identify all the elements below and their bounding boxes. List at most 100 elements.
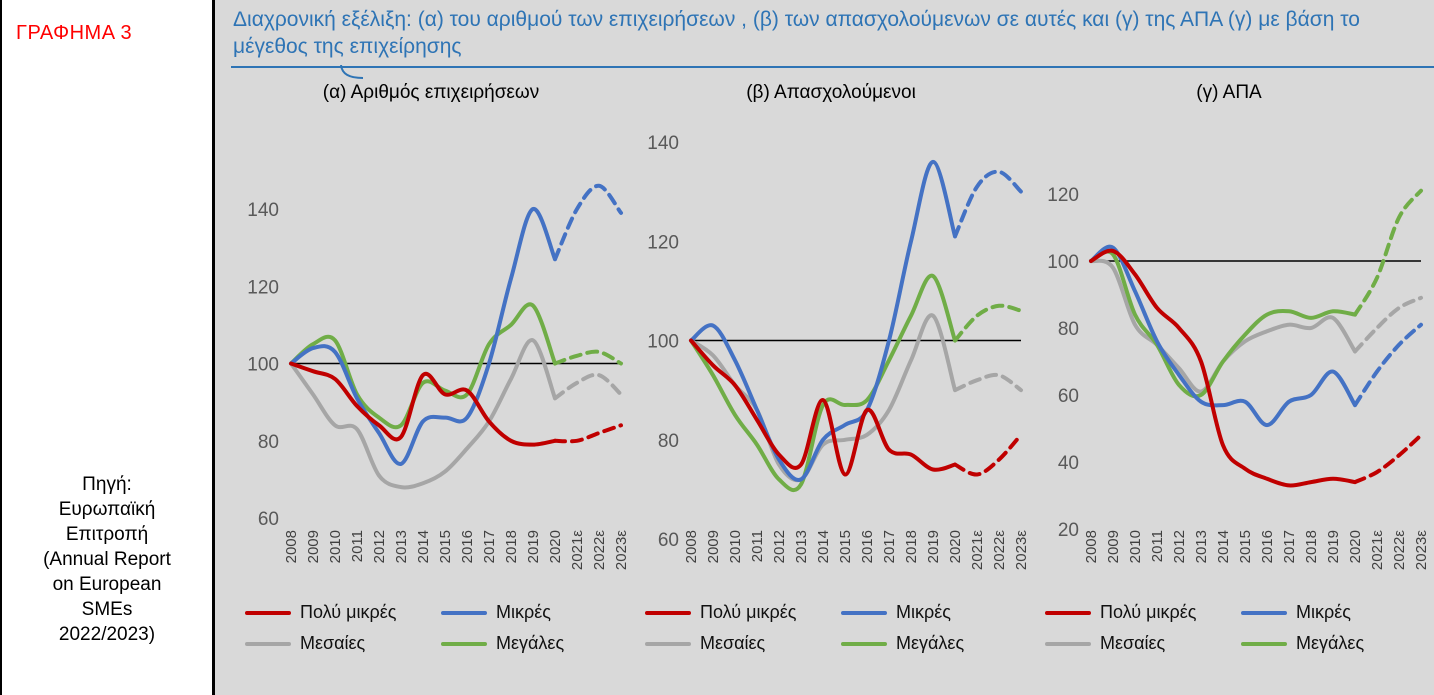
series-line-dashed-0 [953, 432, 1023, 477]
legend-item: Πολύ μικρές [245, 602, 441, 623]
x-axis-tick-label: 2013 [393, 530, 410, 563]
x-axis-tick-label: 2015 [837, 530, 854, 563]
chart-header: Διαχρονική εξέλιξη: (α) του αριθμού των … [231, 0, 1434, 79]
chart-canvas-gva: 20 40 60 80 100 120 2008 2009 2010 2011 2012 2013 20… [1047, 185, 1429, 570]
legend-label: Μικρές [896, 602, 951, 622]
series-line-dashed-3 [553, 349, 623, 366]
x-axis-tick-label: 2008 [683, 530, 700, 563]
legend-swatch [645, 641, 691, 646]
title-underline-notch [340, 65, 364, 79]
chart-title: (γ) ΑΠΑ [1196, 82, 1262, 103]
legend-item: Μεσαίες [1045, 633, 1241, 654]
x-axis-tick-label: 2022ε [591, 530, 608, 570]
legend-item: Πολύ μικρές [1045, 602, 1241, 623]
x-axis-tick-label: 2009 [1105, 530, 1122, 563]
x-axis-tick-label: 2010 [327, 530, 344, 563]
x-axis-tick-label: 2015 [1237, 530, 1254, 563]
x-axis-tick-label: 2021ε [969, 530, 986, 570]
x-axis-tick-label: 2021ε [569, 530, 586, 570]
y-axis-tick-label: 60 [258, 509, 279, 530]
chart-panel: Διαχρονική εξέλιξη: (α) του αριθμού των … [215, 0, 1434, 695]
series-line-dashed-2 [953, 372, 1023, 393]
x-axis-tick-label: 2018 [503, 530, 520, 563]
series-line-3 [689, 273, 957, 493]
legend-swatch [245, 641, 291, 646]
y-axis-tick-label: 40 [1058, 453, 1079, 474]
series-line-dashed-2 [1353, 295, 1423, 354]
legend-label: Μεσαίες [300, 633, 366, 653]
x-axis-tick-label: 2023ε [613, 530, 629, 570]
legend-swatch [645, 610, 691, 615]
x-axis-tick-label: 2017 [881, 530, 898, 563]
x-axis-tick-label: 2023ε [1013, 530, 1029, 570]
legend-label: Μεγάλες [1296, 633, 1365, 653]
x-axis-tick-label: 2009 [305, 530, 322, 563]
series-line-1 [289, 206, 557, 466]
x-axis-tick-label: 2011 [749, 530, 766, 562]
legend-item: Μεγάλες [1241, 633, 1421, 654]
chart-employed: (β) Απασχολούμενοι 60 80 100 120 140 2008 2009… [631, 68, 1031, 654]
legend-item: Μεσαίες [645, 633, 841, 654]
legend-swatch [841, 641, 887, 646]
series-line-3 [289, 302, 557, 430]
chart-gva: (γ) ΑΠΑ 20 40 60 80 100 120 2008 2009 2010 2011 20… [1031, 68, 1429, 654]
chart-title: (α) Αριθμός επιχειρήσεων [322, 82, 540, 103]
series-line-dashed-0 [553, 423, 623, 444]
legend-swatch [441, 641, 487, 646]
x-axis-tick-label: 2012 [1171, 530, 1188, 563]
x-axis-tick-label: 2020 [1347, 530, 1364, 563]
series-line-dashed-2 [553, 372, 623, 401]
x-axis-tick-label: 2010 [1127, 530, 1144, 563]
legend: Πολύ μικρές Μικρές Μεσαίες Μεγάλες [245, 602, 631, 654]
x-axis-tick-label: 2013 [1193, 530, 1210, 563]
x-axis-tick-label: 2018 [1303, 530, 1320, 563]
chart-canvas-enterprises: 60 80 100 120 140 2008 2009 2010 2011 2012 2013 201… [247, 183, 629, 570]
y-axis-tick-label: 120 [647, 232, 679, 253]
figure-label: ΓΡΑΦΗΜΑ 3 [16, 22, 133, 44]
legend: Πολύ μικρές Μικρές Μεσαίες Μεγάλες [1045, 602, 1427, 654]
x-axis-tick-label: 2016 [859, 530, 876, 563]
y-axis-tick-label: 80 [658, 431, 679, 452]
y-axis-tick-label: 140 [247, 200, 279, 221]
y-axis-tick-label: 80 [1058, 319, 1079, 340]
series-line-dashed-1 [953, 169, 1023, 239]
x-axis-tick-label: 2016 [459, 530, 476, 563]
x-axis-tick-label: 2022ε [1391, 530, 1408, 570]
y-axis-tick-label: 80 [258, 432, 279, 453]
legend-label: Μεσαίες [1100, 633, 1166, 653]
x-axis-tick-label: 2015 [437, 530, 454, 563]
series-line-dashed-3 [1353, 188, 1423, 317]
x-axis-tick-label: 2014 [1215, 530, 1232, 563]
x-axis-tick-label: 2011 [349, 530, 366, 562]
x-axis-tick-label: 2011 [1149, 530, 1166, 562]
chart-canvas-employed: 60 80 100 120 140 2008 2009 2010 2011 2012 2013 201… [647, 133, 1029, 570]
x-axis-tick-label: 2014 [415, 530, 432, 563]
x-axis-tick-label: 2009 [705, 530, 722, 563]
x-axis-tick-label: 2012 [371, 530, 388, 563]
x-axis-tick-label: 2010 [727, 530, 744, 563]
charts-row: (α) Αριθμός επιχειρήσεων 60 80 100 120 140 20… [215, 68, 1434, 654]
legend-item: Μεσαίες [245, 633, 441, 654]
legend: Πολύ μικρές Μικρές Μεσαίες Μεγάλες [645, 602, 1031, 654]
legend-label: Μικρές [496, 602, 551, 622]
series-line-dashed-0 [1353, 433, 1423, 485]
legend-label: Πολύ μικρές [700, 602, 797, 622]
series-line-0 [1089, 248, 1357, 488]
legend-item: Μικρές [441, 602, 621, 623]
x-axis-tick-label: 2019 [925, 530, 942, 563]
chart-enterprises: (α) Αριθμός επιχειρήσεων 60 80 100 120 140 20… [231, 68, 631, 654]
y-axis-tick-label: 60 [658, 530, 679, 551]
legend-item: Μικρές [841, 602, 1021, 623]
legend-item: Μεγάλες [841, 633, 1021, 654]
series-line-dashed-3 [953, 303, 1023, 343]
legend-label: Μικρές [1296, 602, 1351, 622]
x-axis-tick-label: 2016 [1259, 530, 1276, 563]
x-axis-tick-label: 2017 [481, 530, 498, 563]
y-axis-tick-label: 120 [247, 277, 279, 298]
legend-item: Μικρές [1241, 602, 1421, 623]
x-axis-tick-label: 2013 [793, 530, 810, 563]
legend-swatch [841, 610, 887, 615]
x-axis-tick-label: 2020 [947, 530, 964, 563]
legend-item: Πολύ μικρές [645, 602, 841, 623]
series-line-dashed-1 [553, 183, 623, 262]
